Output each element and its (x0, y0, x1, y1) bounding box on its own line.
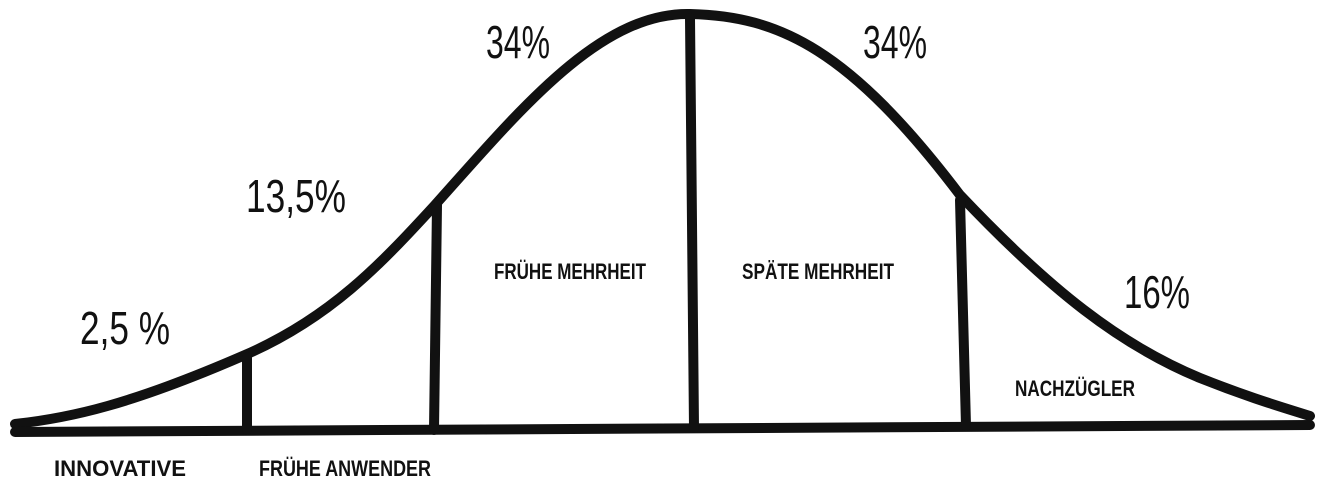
divider (955, 195, 971, 431)
share-label: 13,5% (246, 170, 346, 222)
share-label: 2,5 % (80, 302, 170, 354)
segment-name: SPÄTE MEHRHEIT (742, 259, 894, 284)
divider (429, 200, 442, 435)
share-label: 16% (1124, 266, 1190, 318)
segment-name: FRÜHE MEHRHEIT (494, 259, 646, 284)
share-label: 34% (486, 16, 550, 68)
segment-name: INNOVATIVE (54, 456, 186, 481)
baseline (10, 420, 1315, 437)
segment-name: NACHZÜGLER (1015, 376, 1135, 401)
divider (685, 13, 699, 433)
share-label: 34% (863, 16, 927, 68)
segment-name: FRÜHE ANWENDER (259, 456, 431, 481)
